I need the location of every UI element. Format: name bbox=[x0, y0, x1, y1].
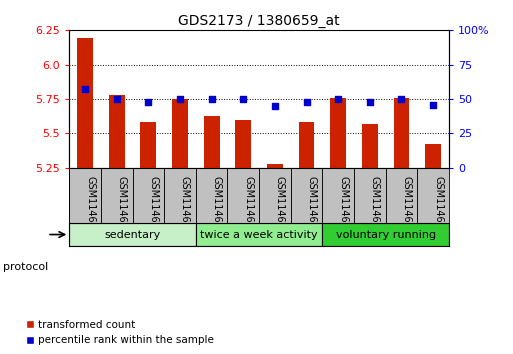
Text: GSM114624: GSM114624 bbox=[275, 176, 285, 235]
Text: GSM114629: GSM114629 bbox=[180, 176, 190, 235]
Bar bbox=[227, 168, 259, 223]
Text: GSM114618: GSM114618 bbox=[338, 176, 348, 235]
Point bbox=[207, 96, 215, 102]
Bar bbox=[267, 164, 283, 168]
Bar bbox=[109, 95, 125, 168]
Text: voluntary running: voluntary running bbox=[336, 229, 436, 240]
Text: GSM114627: GSM114627 bbox=[117, 176, 127, 235]
Bar bbox=[196, 223, 322, 246]
Bar bbox=[101, 168, 132, 223]
Text: GSM114620: GSM114620 bbox=[401, 176, 411, 235]
Bar bbox=[299, 122, 314, 168]
Bar bbox=[425, 144, 441, 168]
Legend: transformed count, percentile rank within the sample: transformed count, percentile rank withi… bbox=[26, 320, 214, 345]
Point bbox=[271, 103, 279, 109]
Bar bbox=[354, 168, 386, 223]
Text: GSM114628: GSM114628 bbox=[148, 176, 159, 235]
Text: GSM114623: GSM114623 bbox=[243, 176, 253, 235]
Bar bbox=[322, 223, 449, 246]
Bar bbox=[77, 38, 93, 168]
Text: GSM114625: GSM114625 bbox=[306, 176, 317, 235]
Bar bbox=[196, 168, 227, 223]
Text: GSM114622: GSM114622 bbox=[211, 176, 222, 235]
Title: GDS2173 / 1380659_at: GDS2173 / 1380659_at bbox=[178, 14, 340, 28]
Bar bbox=[172, 99, 188, 168]
Text: GSM114619: GSM114619 bbox=[370, 176, 380, 235]
Text: protocol: protocol bbox=[3, 262, 48, 272]
Point bbox=[397, 96, 405, 102]
Bar bbox=[259, 168, 291, 223]
Point bbox=[366, 99, 374, 104]
Point bbox=[429, 102, 437, 107]
Text: twice a week activity: twice a week activity bbox=[200, 229, 318, 240]
Bar bbox=[204, 115, 220, 168]
Point bbox=[334, 96, 342, 102]
Point bbox=[302, 99, 310, 104]
Text: GSM114626: GSM114626 bbox=[85, 176, 95, 235]
Bar bbox=[362, 124, 378, 168]
Point bbox=[144, 99, 152, 104]
Text: GSM114621: GSM114621 bbox=[433, 176, 443, 235]
Point bbox=[176, 96, 184, 102]
Bar bbox=[132, 168, 164, 223]
Point bbox=[113, 96, 121, 102]
Bar bbox=[69, 223, 196, 246]
Bar bbox=[69, 168, 101, 223]
Bar bbox=[141, 122, 156, 168]
Bar bbox=[417, 168, 449, 223]
Bar bbox=[386, 168, 417, 223]
Bar bbox=[235, 120, 251, 168]
Text: sedentary: sedentary bbox=[105, 229, 161, 240]
Bar bbox=[322, 168, 354, 223]
Point bbox=[239, 96, 247, 102]
Bar bbox=[330, 98, 346, 168]
Bar bbox=[164, 168, 196, 223]
Bar bbox=[393, 98, 409, 168]
Point bbox=[81, 86, 89, 92]
Bar bbox=[291, 168, 322, 223]
